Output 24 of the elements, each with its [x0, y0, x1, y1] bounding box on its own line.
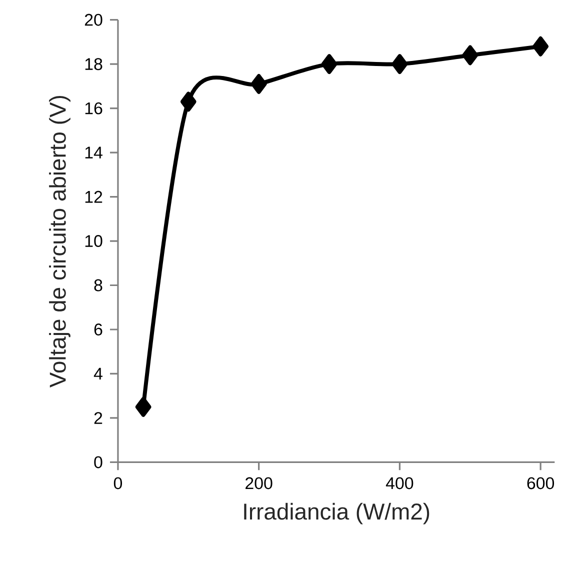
x-tick-label: 0 [114, 477, 122, 490]
y-tick-label: 18 [85, 58, 102, 70]
point [180, 92, 196, 112]
point [462, 45, 478, 66]
x-tick-label: 600 [527, 477, 554, 490]
point [392, 54, 408, 74]
point [250, 74, 267, 94]
y-tick-label: 2 [94, 412, 102, 424]
y-tick-label: 10 [85, 234, 102, 247]
y-tick-label: 0 [94, 456, 102, 468]
y-tick-label: 4 [94, 368, 102, 380]
y-tick-label: 6 [94, 323, 102, 336]
y-tick-label: 8 [94, 279, 102, 292]
point [532, 36, 549, 56]
y-tick-label: 12 [85, 190, 102, 203]
y-tick-label: 20 [84, 14, 102, 26]
x-tick-label: 200 [246, 477, 272, 490]
y-axis-title: Voltaje de circuito abierto (V) [49, 96, 70, 388]
x-tick-label: 400 [386, 477, 414, 490]
point [321, 54, 338, 74]
y-tick-label: 16 [85, 102, 102, 114]
point [135, 396, 152, 417]
x-axis-title: Irradiancia (W/m2) [244, 502, 430, 524]
y-tick-label: 14 [85, 146, 102, 158]
